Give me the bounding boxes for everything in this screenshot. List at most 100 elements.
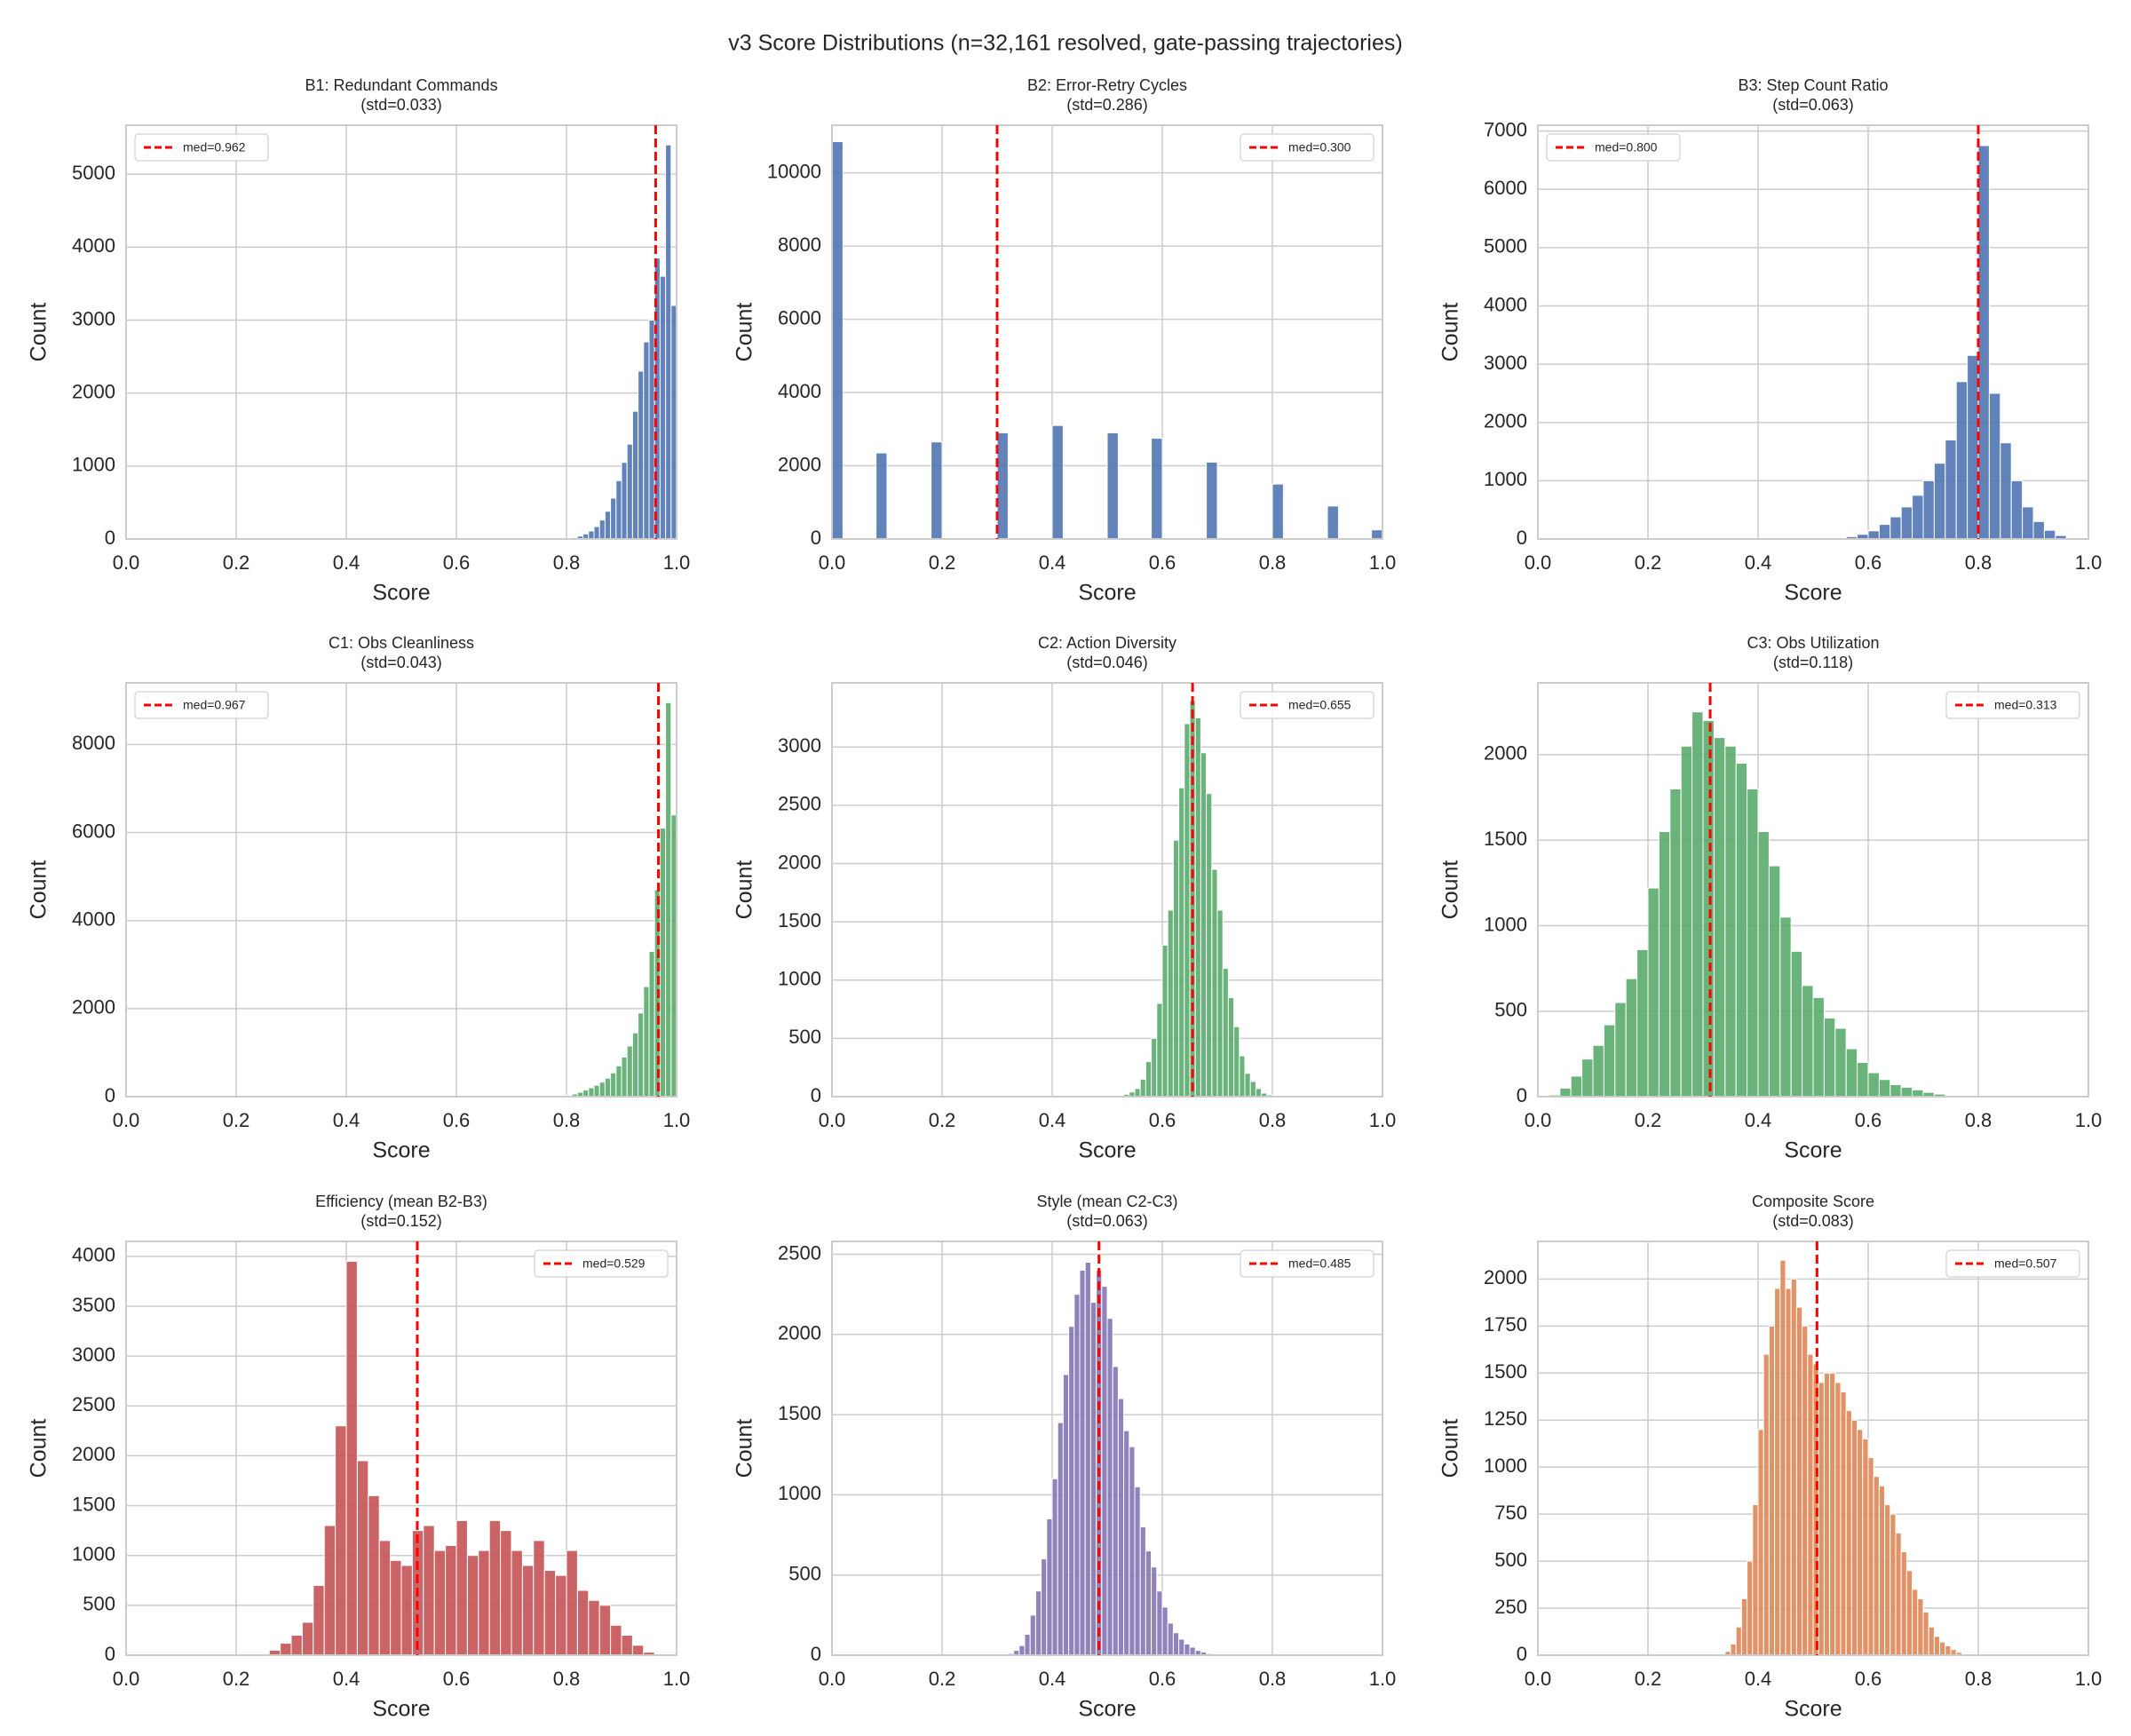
- bar: [1802, 1325, 1809, 1656]
- bar: [659, 828, 667, 1098]
- x-tick-label: 0.6: [443, 1668, 471, 1690]
- x-tick-label: 0.0: [1525, 551, 1552, 574]
- bar: [1178, 1638, 1185, 1656]
- bar: [1167, 909, 1174, 1098]
- bar: [1779, 916, 1792, 1098]
- bar: [1244, 1073, 1251, 1098]
- y-tick-label: 2000: [778, 1322, 821, 1344]
- bar: [1145, 1061, 1153, 1098]
- bar: [1034, 1590, 1042, 1656]
- bar: [1945, 1645, 1952, 1656]
- y-tick-label: 2500: [72, 1393, 115, 1415]
- axes-frame: [125, 682, 677, 1098]
- x-tick-label: 0.4: [333, 551, 360, 574]
- bar: [1570, 1075, 1583, 1098]
- bar: [1603, 1024, 1616, 1098]
- subplot: 0.0 0.2 0.4 0.6 0.8 1.0 0 500 1000 1500 2000 2500 me…: [733, 1193, 1397, 1722]
- x-tick-label: 1.0: [1369, 551, 1397, 574]
- bar: [610, 1624, 622, 1656]
- y-tick-label: 3000: [1484, 352, 1527, 374]
- bar: [1271, 483, 1284, 540]
- bar: [648, 950, 655, 1098]
- x-tick-label: 1.0: [663, 1668, 691, 1690]
- axes-frame: [831, 124, 1383, 540]
- x-tick-label: 0.0: [819, 1668, 846, 1690]
- y-tick-label: 1500: [778, 909, 821, 931]
- bar: [500, 1530, 512, 1656]
- y-tick-label: 250: [1494, 1596, 1527, 1618]
- bar: [1018, 1645, 1026, 1656]
- x-tick-label: 0.0: [819, 1109, 846, 1131]
- bar: [631, 1645, 645, 1656]
- bar: [1073, 1294, 1081, 1656]
- bar: [621, 462, 628, 540]
- x-tick-label: 0.8: [553, 1109, 581, 1131]
- bar: [1057, 1422, 1064, 1656]
- bar: [1134, 1088, 1141, 1098]
- bar: [1967, 354, 1979, 540]
- chart-subtitle: (std=0.152): [360, 1212, 442, 1230]
- bar: [1151, 1566, 1158, 1656]
- legend-label: med=0.800: [1595, 140, 1658, 155]
- x-tick-label: 0.4: [1039, 1668, 1066, 1690]
- legend-box: [1945, 1249, 2080, 1278]
- y-tick-label: 500: [788, 1563, 821, 1585]
- bar: [1829, 1372, 1836, 1656]
- y-tick-label: 8000: [72, 732, 115, 754]
- bar: [445, 1544, 457, 1656]
- bar: [1051, 424, 1064, 540]
- y-tick-label: 1500: [72, 1493, 115, 1515]
- bar: [1713, 737, 1726, 1098]
- y-tick-label: 750: [1494, 1502, 1527, 1524]
- bar: [1139, 1078, 1146, 1098]
- y-tick-label: 1000: [1484, 468, 1527, 490]
- legend-label: med=0.529: [582, 1256, 646, 1271]
- bar: [1106, 1318, 1113, 1656]
- bar: [615, 480, 622, 540]
- bar: [875, 452, 888, 540]
- bar: [1912, 1089, 1924, 1098]
- bar: [2010, 480, 2024, 540]
- bar: [1768, 865, 1781, 1098]
- x-tick-label: 0.6: [1855, 1109, 1882, 1131]
- y-tick-label: 0: [811, 1643, 821, 1665]
- bar: [1041, 1558, 1048, 1656]
- bar: [638, 370, 645, 540]
- axes-frame: [831, 682, 1383, 1098]
- bar: [576, 1589, 590, 1656]
- x-tick-label: 1.0: [2075, 551, 2103, 574]
- x-tick-label: 1.0: [2075, 1109, 2103, 1131]
- bar: [1802, 985, 1814, 1098]
- bar: [631, 1032, 639, 1098]
- bar: [626, 443, 633, 540]
- bar: [1774, 1288, 1781, 1656]
- bar: [566, 1550, 578, 1656]
- x-tick-label: 0.4: [1745, 1668, 1772, 1690]
- subplot: 0.0 0.2 0.4 0.6 0.8 1.0 0 2000 4000 6000 8000 med=0…: [27, 634, 691, 1163]
- bar: [378, 1540, 392, 1656]
- y-tick-label: 4000: [1484, 293, 1527, 315]
- bar: [1614, 1002, 1627, 1098]
- bar: [621, 1635, 633, 1656]
- legend-label: med=0.313: [1994, 698, 2057, 712]
- y-tick-label: 3500: [72, 1294, 115, 1316]
- x-tick-label: 0.6: [1855, 1668, 1882, 1690]
- bar: [1895, 1532, 1902, 1656]
- bar: [1161, 1606, 1168, 1656]
- x-tick-label: 0.4: [1745, 551, 1772, 574]
- bar: [1089, 1302, 1097, 1656]
- bar: [390, 1559, 402, 1656]
- legend-box: [134, 691, 269, 719]
- x-tick-label: 0.6: [443, 1109, 471, 1131]
- x-axis-label: Score: [372, 581, 430, 606]
- bar: [1151, 438, 1163, 540]
- bar: [638, 1012, 645, 1098]
- y-tick-label: 2000: [72, 1443, 115, 1465]
- bar: [1889, 516, 1902, 540]
- y-tick-label: 1000: [1484, 913, 1527, 935]
- bar: [1206, 461, 1218, 540]
- bar: [1823, 1017, 1836, 1098]
- legend-box: [1945, 691, 2080, 719]
- x-tick-label: 0.2: [1635, 1668, 1662, 1690]
